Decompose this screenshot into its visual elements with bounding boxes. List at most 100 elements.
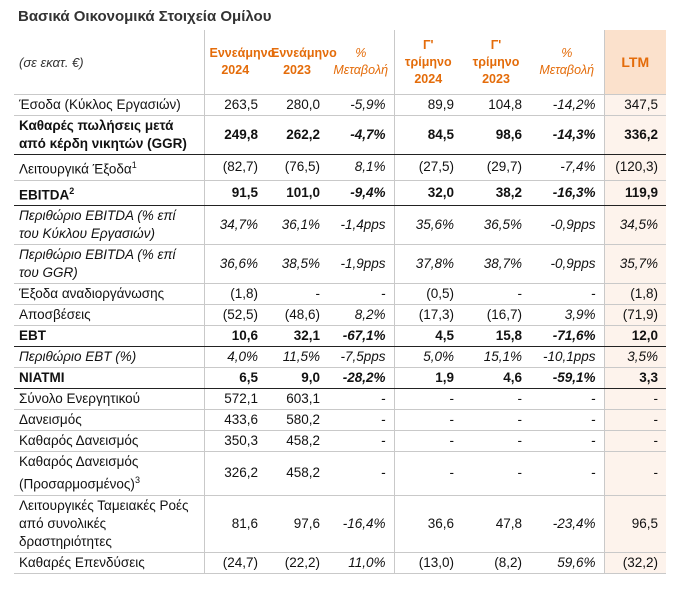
table-cell: 38,5% [266,244,328,284]
table-row: Καθαρές Επενδύσεις (24,7) (22,2) 11,0% (13,0… [14,552,666,574]
table-cell: 35,6% [393,205,462,245]
table-cell: 580,2 [266,409,328,431]
table-row: Καθαρός Δανεισμός (Προσαρμοσμένος)3 326,2… [14,451,666,496]
table-cell: -0,9pps [530,205,604,245]
table-cell: 262,2 [266,115,328,155]
table-cell: -28,2% [328,367,394,389]
table-cell: 32,0 [393,180,462,206]
table-cell: 4,0% [203,346,266,368]
table-cell: - [530,451,604,496]
row-label-cell: Δανεισμός [14,409,204,431]
column-header: LTM [603,30,666,95]
table-cell: (48,6) [266,304,328,326]
table-cell: 458,2 [266,451,328,496]
table-cell: 280,0 [266,94,328,116]
table-cell: 98,6 [462,115,530,155]
table-row: Δανεισμός 433,6 580,2- - - - - [14,409,666,431]
row-label-cell: Καθαρές πωλήσεις μετά από κέρδη νικητών … [14,115,204,155]
row-label: EBITDA [19,187,70,202]
table-cell: 249,8 [203,115,266,155]
column-header: Γ' τρίμηνο 2024 [393,30,462,95]
row-label: Λειτουργικά Έξοδα [19,161,132,177]
table-cell: (17,3) [393,304,462,326]
row-label: Έξοδα αναδιοργάνωσης [19,286,165,301]
table-cell: 6,5 [203,367,266,389]
table-cell: 8,2% [328,304,394,326]
row-label: Περιθώριο EBITDA (% επί του Κύκλου Εργασ… [19,208,176,241]
table-cell: 97,6 [266,495,328,553]
table-cell: (1,8) [603,283,666,305]
row-label-cell: Έξοδα αναδιοργάνωσης [14,283,204,305]
table-cell: (120,3) [603,154,666,181]
table-cell: 32,1 [266,325,328,347]
row-label-cell: EBT [14,325,204,347]
table-cell: - [530,388,604,410]
table-cell: 603,1 [266,388,328,410]
table-cell: -9,4% [328,180,394,206]
table-cell: -14,2% [530,94,604,116]
table-cell: 1,9 [393,367,462,389]
table-cell: 15,1% [462,346,530,368]
table-cell: 336,2 [603,115,666,155]
table-cell: (13,0) [393,552,462,574]
table-cell: (52,5) [203,304,266,326]
table-cell: 350,3 [203,430,266,452]
table-cell: (24,7) [203,552,266,574]
table-cell: (82,7) [203,154,266,181]
financial-table: (σε εκατ. €) Εννεάμηνο 2024 Εννεάμηνο 2023… [14,30,666,574]
table-row: Περιθώριο EBT (%) 4,0% 11,5% -7,5pps 5,0% 15,… [14,346,666,368]
table-cell: - [393,430,462,452]
table-cell: 81,6 [203,495,266,553]
table-row: Λειτουργικά Έξοδα1 (82,7) (76,5) 8,1% (27,5)… [14,154,666,181]
table-cell: (27,5) [393,154,462,181]
table-cell: -10,1pps [530,346,604,368]
table-cell: 89,9 [393,94,462,116]
table-cell: (29,7) [462,154,530,181]
title: Βασικά Οικονομικά Στοιχεία Ομίλου [18,8,272,25]
row-label: Λειτουργικές Ταμειακές Ροές από συνολικέ… [19,497,189,549]
table-cell: - [462,388,530,410]
table-cell: 35,7% [603,244,666,284]
table-cell: 5,0% [393,346,462,368]
table-cell: 4,6 [462,367,530,389]
row-label-cell: Έσοδα (Κύκλος Εργασιών) [14,94,204,116]
table-cell: - [328,283,394,305]
table-cell: - [462,409,530,431]
table-cell: 9,0 [266,367,328,389]
table-cell: 119,9 [603,180,666,206]
table-cell: - [530,409,604,431]
table-cell: - [603,430,666,452]
table-cell: 38,7% [462,244,530,284]
table-cell: - [462,451,530,496]
row-label-cell: Λειτουργικά Έξοδα1 [14,154,204,181]
table-cell: (0,5) [393,283,462,305]
table-cell: -71,6% [530,325,604,347]
table-cell: - [328,430,394,452]
table-cell: 4,5 [393,325,462,347]
table-cell: 91,5 [203,180,266,206]
footnote-ref: 1 [131,160,137,170]
table-cell: -7,4% [530,154,604,181]
table-cell: 104,8 [462,94,530,116]
table-cell: 36,1% [266,205,328,245]
footnote-ref: 3 [134,475,140,485]
column-header: (σε εκατ. €) [14,30,204,95]
row-label: Καθαρές πωλήσεις μετά από κέρδη νικητών … [19,118,187,151]
table-cell: (22,2) [266,552,328,574]
table-cell: -5,9% [328,94,394,116]
row-label: Καθαρές Επενδύσεις [19,554,145,570]
table-cell: 34,5% [603,205,666,245]
row-label-cell: Καθαρός Δανεισμός [14,430,204,452]
table-cell: 3,5% [603,346,666,368]
column-header: Εννεάμηνο 2023 [266,30,337,95]
row-label: Σύνολο Ενεργητικού [19,391,141,406]
table-cell: 37,8% [393,244,462,284]
table-cell: (76,5) [266,154,328,181]
table-cell: (1,8) [203,283,266,305]
table-cell: - [266,283,328,305]
table-cell: 11,0% [328,552,394,574]
table-cell: -7,5pps [328,346,394,368]
table-row: Αποσβέσεις (52,5) (48,6) 8,2% (17,3) (16,7) 3,… [14,304,666,326]
table-cell: 263,5 [203,94,266,116]
